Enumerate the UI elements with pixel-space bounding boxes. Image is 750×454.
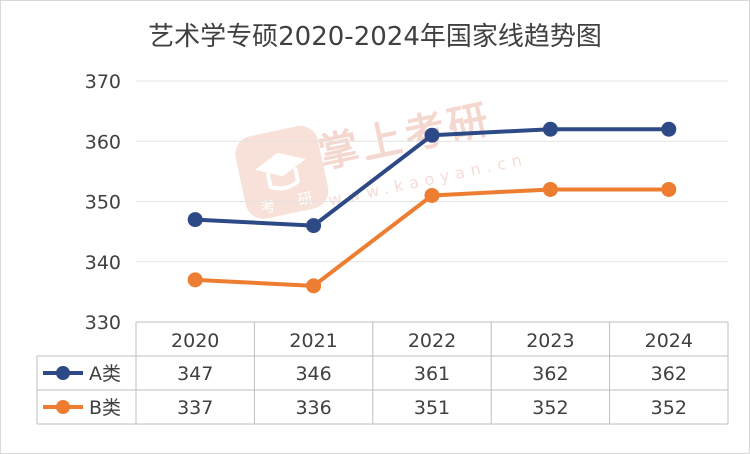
data-point-1-3 <box>542 181 558 197</box>
data-table: 2020 2021 2022 2023 2024 A类 347 346 361 362 362 B类 3… <box>36 321 729 425</box>
data-point-1-0 <box>187 272 203 288</box>
data-point-0-1 <box>306 218 322 234</box>
x-category-label-2024: 2024 <box>645 330 693 352</box>
x-category-label-2022: 2022 <box>408 330 456 352</box>
data-point-1-4 <box>661 181 677 197</box>
data-point-0-0 <box>187 212 203 228</box>
table-value-0-2: 361 <box>414 363 450 385</box>
table-value-1-3: 352 <box>532 397 568 419</box>
table-value-1-4: 352 <box>651 397 687 419</box>
y-tick-label-370: 370 <box>85 71 121 93</box>
y-tick-label-350: 350 <box>85 192 121 214</box>
x-category-label-2023: 2023 <box>526 330 574 352</box>
legend-marker-0 <box>56 366 70 380</box>
legend-marker-1 <box>56 400 70 414</box>
data-point-1-1 <box>306 278 322 294</box>
table-value-0-0: 347 <box>177 363 213 385</box>
watermark-logo-char-2: 研 <box>296 189 314 210</box>
data-point-1-2 <box>424 187 440 203</box>
y-tick-label-360: 360 <box>85 131 121 153</box>
y-axis: 330 340 350 360 370 <box>85 71 121 334</box>
watermark-logo-icon: 考 研 <box>235 125 329 219</box>
table-value-0-4: 362 <box>651 363 687 385</box>
table-value-0-3: 362 <box>532 363 568 385</box>
data-point-0-3 <box>542 121 558 137</box>
table-value-0-1: 346 <box>295 363 331 385</box>
legend-label-1: B类 <box>89 397 121 419</box>
chart-title: 艺术学专硕2020-2024年国家线趋势图 <box>148 22 602 52</box>
table-value-1-0: 337 <box>177 397 213 419</box>
x-category-label-2020: 2020 <box>171 330 219 352</box>
data-point-0-4 <box>661 121 677 137</box>
series-layer <box>187 121 677 294</box>
y-tick-label-330: 330 <box>85 312 121 334</box>
x-category-label-2021: 2021 <box>289 330 337 352</box>
table-value-1-2: 351 <box>414 397 450 419</box>
legend-label-0: A类 <box>89 363 121 385</box>
table-value-1-1: 336 <box>295 397 331 419</box>
y-tick-label-340: 340 <box>85 252 121 274</box>
data-point-0-2 <box>424 127 440 143</box>
watermark: 考 研 掌上考研 www.kaoyan.cn <box>235 96 529 219</box>
